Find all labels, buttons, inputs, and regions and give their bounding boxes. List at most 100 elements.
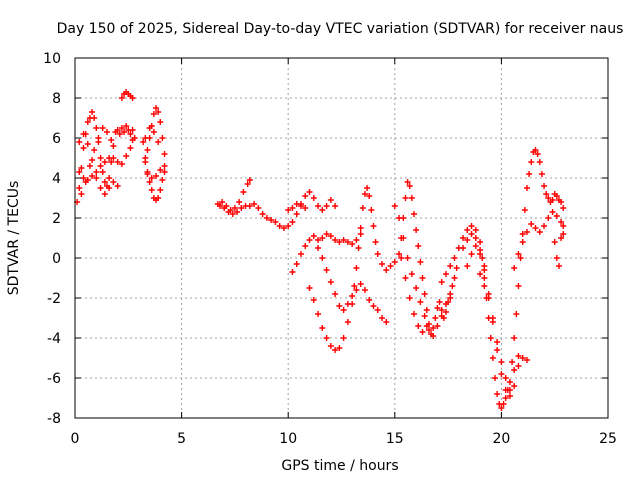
data-point xyxy=(157,187,164,193)
data-point xyxy=(464,227,471,233)
data-point xyxy=(460,235,467,241)
data-point xyxy=(560,205,567,211)
data-point xyxy=(430,333,437,339)
data-point xyxy=(498,359,505,365)
data-point xyxy=(351,283,358,289)
data-point xyxy=(513,311,520,317)
y-tick-label: 10 xyxy=(43,51,61,67)
data-point xyxy=(80,175,87,181)
data-point xyxy=(536,159,543,165)
data-point xyxy=(114,183,121,189)
data-point xyxy=(80,131,87,137)
data-point xyxy=(481,275,488,281)
data-point xyxy=(408,271,415,277)
y-tick-label: 4 xyxy=(52,171,61,187)
data-point xyxy=(155,139,162,145)
data-point xyxy=(515,283,522,289)
data-point xyxy=(319,325,326,331)
y-tick-label: 0 xyxy=(52,251,61,267)
data-point xyxy=(477,251,484,257)
data-point xyxy=(434,323,441,329)
data-point xyxy=(396,251,403,257)
data-point xyxy=(146,179,153,185)
data-point xyxy=(528,159,535,165)
data-point xyxy=(101,191,108,197)
data-point xyxy=(410,311,417,317)
data-point xyxy=(323,335,330,341)
data-point xyxy=(263,215,270,221)
data-point xyxy=(532,147,539,153)
y-tick-label: -8 xyxy=(47,411,61,427)
data-point xyxy=(353,237,360,243)
data-point xyxy=(421,291,428,297)
data-point xyxy=(231,205,238,211)
data-point xyxy=(315,311,322,317)
data-point xyxy=(472,227,479,233)
data-point xyxy=(306,189,313,195)
data-point xyxy=(80,145,87,151)
data-point xyxy=(404,255,411,261)
data-point xyxy=(310,233,317,239)
y-tick-label: -2 xyxy=(47,291,61,307)
data-point xyxy=(219,199,226,205)
data-point xyxy=(560,223,567,229)
data-point xyxy=(543,191,550,197)
data-point xyxy=(438,279,445,285)
data-point xyxy=(221,205,228,211)
data-point xyxy=(84,119,91,125)
data-point xyxy=(121,129,128,135)
data-point xyxy=(315,203,322,209)
y-tick-label: -6 xyxy=(47,371,61,387)
data-point xyxy=(502,375,509,381)
data-point xyxy=(349,293,356,299)
chart-title: Day 150 of 2025, Sidereal Day-to-day VTE… xyxy=(57,21,624,37)
data-point xyxy=(442,271,449,277)
data-point xyxy=(511,383,518,389)
data-point xyxy=(430,325,437,331)
data-point xyxy=(327,233,334,239)
data-point xyxy=(86,163,93,169)
data-point xyxy=(142,135,149,141)
data-point xyxy=(498,405,505,411)
data-point xyxy=(349,241,356,247)
data-point xyxy=(99,169,106,175)
data-point xyxy=(494,339,501,345)
data-point xyxy=(319,207,326,213)
data-point xyxy=(340,335,347,341)
data-point xyxy=(425,327,432,333)
data-point xyxy=(472,235,479,241)
data-point xyxy=(526,171,533,177)
data-point xyxy=(306,285,313,291)
data-point xyxy=(417,299,424,305)
data-point xyxy=(150,129,157,135)
data-point xyxy=(99,125,106,131)
data-point xyxy=(236,199,243,205)
data-point xyxy=(142,159,149,165)
data-point xyxy=(272,219,279,225)
data-point xyxy=(280,225,287,231)
data-point xyxy=(95,135,102,141)
data-point xyxy=(519,231,526,237)
data-point xyxy=(553,193,560,199)
data-point xyxy=(383,319,390,325)
data-point xyxy=(91,115,98,121)
data-point xyxy=(302,193,309,199)
data-point xyxy=(157,167,164,173)
data-point xyxy=(110,155,117,161)
data-point xyxy=(366,193,373,199)
data-point xyxy=(391,259,398,265)
data-point xyxy=(327,279,334,285)
data-point xyxy=(419,275,426,281)
data-point xyxy=(153,173,160,179)
data-point xyxy=(398,255,405,261)
data-point xyxy=(447,295,454,301)
data-point xyxy=(110,179,117,185)
data-point xyxy=(332,237,339,243)
data-point xyxy=(558,219,565,225)
data-point xyxy=(302,243,309,249)
data-point xyxy=(84,141,91,147)
y-tick-label: -4 xyxy=(47,331,61,347)
data-point xyxy=(519,239,526,245)
data-point xyxy=(93,125,100,131)
data-point xyxy=(500,401,507,407)
